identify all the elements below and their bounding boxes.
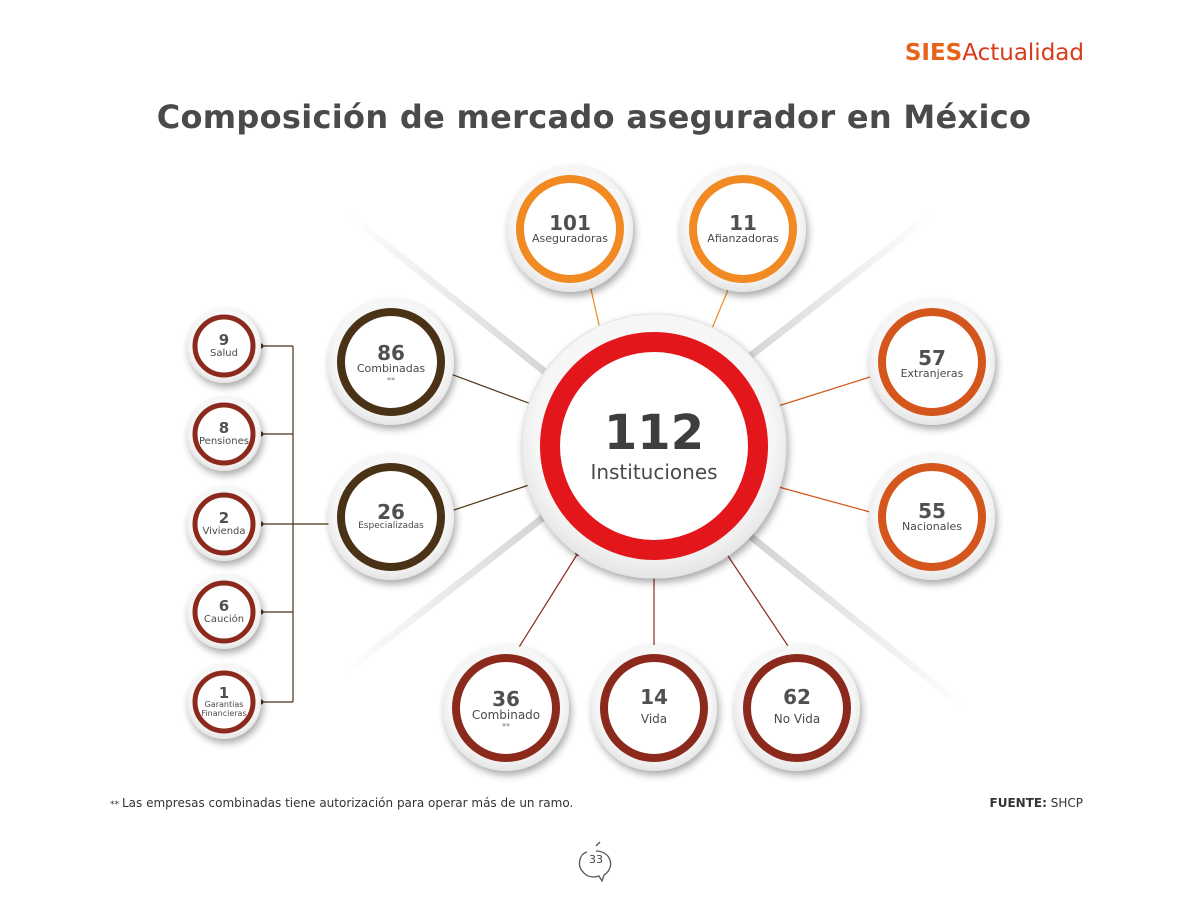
connector-nacionales (774, 485, 871, 513)
circle-afianzadoras (680, 166, 806, 292)
connector-novida (725, 552, 793, 653)
circles (187, 166, 995, 771)
circle-extranjeras (869, 299, 995, 425)
node-mark: ** (387, 375, 395, 385)
circle-nacionales (869, 454, 995, 580)
circle-novida (734, 645, 860, 771)
node-combinadas: 86 Combinadas ** (341, 334, 441, 394)
node-value: 57 (918, 345, 946, 370)
node-label: Extranjeras (900, 366, 964, 380)
node-nacionales: 55 Nacionales (882, 490, 982, 544)
node-value: 9 (218, 331, 230, 349)
node-value: 2 (218, 509, 230, 527)
node-value: 62 (783, 685, 811, 710)
page-number-icon (578, 841, 612, 883)
node-label: Aseguradoras (532, 231, 608, 245)
node-label: Vivienda (202, 526, 246, 537)
circle-combinadas (328, 299, 454, 425)
circle-vida (591, 645, 717, 771)
circle-pensiones (187, 397, 261, 471)
node-label-line1: Garantías (204, 699, 244, 709)
node-value: 26 (377, 500, 405, 525)
node-value: 55 (918, 498, 946, 523)
node-label: Caución (203, 614, 245, 625)
source-label: FUENTE: (989, 796, 1047, 810)
node-label: Afianzadoras (707, 231, 779, 245)
circle-caucion (187, 575, 261, 649)
node-vivienda: 2 Vivienda (189, 504, 259, 544)
center-value: 112 (603, 405, 705, 461)
node-value: 11 (729, 210, 757, 235)
node-vida: 14 Vida (604, 680, 704, 734)
connectors (261, 284, 871, 703)
node-pensiones: 8 Pensiones (189, 414, 259, 454)
node-label: Vida (640, 712, 668, 727)
footnote: ** Las empresas combinadas tiene autoriza… (110, 796, 573, 810)
node-afianzadoras: 11 Afianzadoras (693, 199, 793, 259)
node-aseguradoras: 101 Aseguradoras (520, 199, 620, 259)
node-label: Especializadas (358, 521, 424, 532)
circle-salud (187, 309, 261, 383)
node-label: Nacionales (901, 519, 963, 533)
node-value: 8 (218, 419, 230, 437)
center-circle (521, 313, 787, 579)
node-label: Combinado (471, 707, 541, 722)
node-label: Pensiones (199, 436, 249, 447)
node-center: 112 Instituciones (554, 396, 754, 496)
center-label: Instituciones (590, 460, 718, 484)
node-value: 6 (218, 597, 230, 615)
source: FUENTE: SHCP (990, 796, 1083, 810)
brand-logo: SIESActualidad (905, 40, 1084, 66)
node-label: No Vida (773, 712, 821, 727)
brand-part2: Actualidad (962, 40, 1084, 66)
node-extranjeras: 57 Extranjeras (882, 337, 982, 391)
node-value: 1 (218, 683, 230, 702)
circle-aseguradoras (507, 166, 633, 292)
circle-vivienda (187, 487, 261, 561)
node-value: 86 (377, 341, 405, 366)
node-value: 36 (492, 686, 520, 711)
node-label: Combinadas (356, 362, 426, 376)
node-especializadas: 26 Especializadas (341, 490, 441, 544)
node-value: 101 (549, 210, 591, 235)
node-combinado: 36 Combinado ** (456, 680, 556, 740)
node-garantias: 1 Garantías Financieras (189, 679, 259, 725)
node-salud: 9 Salud (189, 326, 259, 366)
node-caucion: 6 Caución (189, 592, 259, 632)
connector-combinadas (447, 372, 543, 409)
node-mark: ** (502, 722, 510, 732)
node-novida: 62 No Vida (747, 680, 847, 734)
page-number: 33 (589, 853, 603, 866)
circle-garantias (187, 665, 261, 739)
connector-especializadas (447, 481, 539, 513)
footnote-text: Las empresas combinadas tiene autorizaci… (122, 796, 574, 810)
page-title: Composición de mercado asegurador en Méx… (156, 98, 1032, 136)
connector-extranjeras (774, 376, 871, 408)
node-label-line2: Financieras (201, 708, 247, 718)
node-label: Salud (210, 348, 238, 359)
source-value: SHCP (1050, 796, 1083, 810)
circle-especializadas (328, 454, 454, 580)
footnote-mark: ** (110, 800, 119, 810)
connector-combinado (515, 552, 579, 653)
circle-combinado (443, 645, 569, 771)
brand-part1: SIES (904, 40, 963, 66)
node-value: 14 (640, 685, 668, 710)
